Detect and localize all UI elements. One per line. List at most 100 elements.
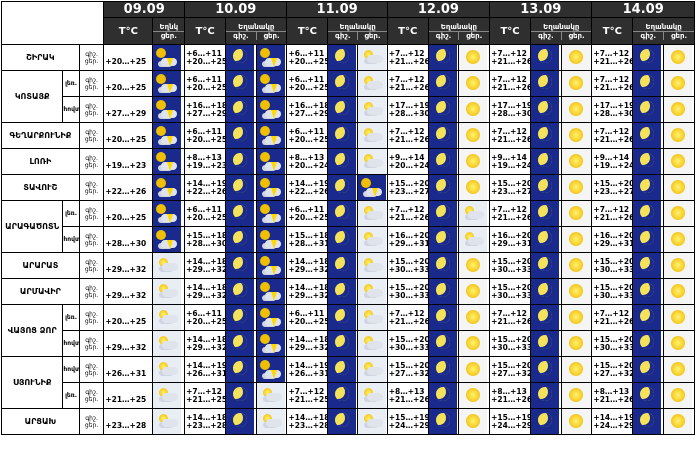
table-row: ԱՐԱԳԱԾՈՏՆ լեռ. գիշ. ցեր. +20…+25 +6…+11 +20…+… bbox=[0, 200, 695, 253]
day-label: ցեր. bbox=[263, 31, 280, 40]
temperature-cell: +22…+26 bbox=[103, 174, 154, 201]
sun-thunderstorm-icon bbox=[153, 71, 182, 96]
moon-icon bbox=[429, 71, 457, 96]
night-temp: +9…+14 bbox=[388, 152, 425, 162]
moon-icon bbox=[633, 97, 662, 122]
temperature-cell: +8…+13 +21…+26 bbox=[591, 382, 634, 409]
weather-icon-day bbox=[458, 278, 491, 305]
partly-cloudy-icon bbox=[153, 357, 182, 382]
temperature-cell: +15…+18 +28…+30 bbox=[184, 226, 227, 253]
day-temp: +30…+33 bbox=[593, 290, 633, 300]
weather-icon-cell bbox=[152, 304, 186, 331]
day-temp: +21…+26 bbox=[593, 212, 633, 222]
sun-icon bbox=[459, 305, 488, 330]
day-temp: +29…+31 bbox=[593, 238, 633, 248]
day-temp: +23…+28 bbox=[288, 420, 328, 430]
day-temp: +29…+32 bbox=[105, 342, 147, 352]
weather-icon-night bbox=[632, 148, 665, 175]
weather-icon-night bbox=[530, 174, 562, 201]
table-row: ՍՅՈՒՆԻՔհովտ.գիշ.ցեր. +26…+31+14…+19+26…+… bbox=[0, 356, 695, 409]
night-temp: +7…+12 bbox=[593, 74, 630, 84]
day-temp: +29…+32 bbox=[105, 290, 147, 300]
weather-icon-night bbox=[225, 278, 257, 305]
day-temp: +23…+27 bbox=[491, 186, 531, 196]
sun-icon bbox=[459, 357, 488, 382]
weather-icon-day bbox=[560, 44, 593, 71]
night-temp: +8…+13 bbox=[388, 386, 425, 396]
temperature-cell: +8…+13 +21…+26 bbox=[489, 382, 532, 409]
sun-icon bbox=[664, 175, 693, 200]
zone-label: լեռ. bbox=[62, 200, 80, 227]
sun-icon bbox=[562, 409, 590, 434]
sun-icon bbox=[459, 97, 488, 122]
temperature-cell: +6…+11 +20…+25 bbox=[184, 44, 227, 71]
night-day-label: գիշ. ցեր. bbox=[78, 96, 105, 123]
sun-icon bbox=[459, 175, 488, 200]
temperature-cell: +29…+32 bbox=[103, 330, 154, 357]
sun-thunderstorm-icon bbox=[153, 97, 182, 122]
weather-icon-day bbox=[458, 44, 491, 71]
sun-icon bbox=[459, 253, 488, 278]
night-temp: +7…+12 bbox=[491, 48, 527, 58]
day-temp: +26…+31 bbox=[105, 368, 147, 378]
temperature-cell: +15…+20 +30…+33 bbox=[386, 330, 429, 357]
moon-icon bbox=[429, 45, 457, 70]
thunderstorm-icon bbox=[257, 149, 285, 174]
day-temp: +29…+32 bbox=[186, 264, 226, 274]
partly-cloudy-icon bbox=[358, 123, 387, 148]
night-temp: +15…+20 bbox=[491, 360, 531, 370]
night-temp: +15…+19 bbox=[388, 412, 429, 422]
night-label: գիշ. bbox=[85, 388, 98, 396]
night-temp: +8…+13 bbox=[491, 386, 527, 396]
day-temp: +20…+25 bbox=[105, 212, 147, 222]
weather-icon-day bbox=[560, 278, 593, 305]
day-temp: +20…+25 bbox=[288, 134, 328, 144]
night-temp: +6…+11 bbox=[288, 204, 325, 214]
temperature-cell: +15…+20 +30…+33 bbox=[489, 278, 532, 305]
zone-label: հովտ. bbox=[62, 356, 80, 383]
weather-icon-day bbox=[357, 122, 388, 149]
day-temp: +30…+33 bbox=[388, 264, 429, 274]
temperature-cell: +20…+25 bbox=[103, 70, 154, 97]
weather-icon-day bbox=[357, 356, 388, 383]
weather-icon-cell bbox=[152, 356, 186, 383]
weather-icon-day bbox=[663, 382, 695, 409]
temperature-cell: +7…+12 +21…+26 bbox=[489, 200, 532, 227]
night-temp: +6…+11 bbox=[186, 126, 222, 136]
night-temp: +7…+12 bbox=[593, 126, 630, 136]
day-temp: +29…+32 bbox=[288, 290, 328, 300]
partly-cloudy-icon bbox=[153, 279, 182, 304]
sun-icon bbox=[664, 279, 693, 304]
night-temp: +15…+20 bbox=[388, 334, 429, 344]
night-temp: +15…+20 bbox=[388, 178, 429, 188]
weather-icon-night bbox=[327, 200, 359, 227]
temperature-cell: +6…+11 +20…+25 bbox=[184, 122, 227, 149]
partly-cloudy-icon bbox=[358, 71, 387, 96]
night-temp: +6…+11 bbox=[186, 48, 222, 58]
weather-icon-day bbox=[255, 96, 288, 123]
weather-icon-night bbox=[530, 408, 562, 435]
night-day-label: գիշ. ցեր. bbox=[78, 252, 105, 279]
day-temp: +20…+25 bbox=[105, 82, 147, 92]
temperature-cell: +17…+19 +28…+30 bbox=[591, 96, 634, 123]
weather-icon-day bbox=[255, 122, 288, 149]
temperature-cell: +15…+20 +27…+32 bbox=[591, 356, 634, 383]
partly-cloudy-icon bbox=[358, 149, 387, 174]
temp-header: T°C bbox=[184, 17, 227, 45]
night-temp: +14…+18 bbox=[186, 334, 226, 344]
night-temp: +6…+11 bbox=[186, 74, 222, 84]
sun-icon bbox=[562, 227, 590, 252]
weather-header: Եղանակը գիշ. ցեր. bbox=[327, 17, 388, 45]
moon-icon bbox=[531, 45, 560, 70]
weather-icon-night bbox=[225, 408, 257, 435]
weather-icon-night bbox=[225, 200, 257, 227]
temperature-cell: +14…+18 +29…+32 bbox=[286, 278, 329, 305]
weather-icon-day bbox=[255, 304, 288, 331]
sun-icon bbox=[664, 123, 693, 148]
night-temp: +6…+11 bbox=[288, 74, 325, 84]
day-temp: +20…+25 bbox=[105, 316, 147, 326]
weather-icon-day bbox=[663, 96, 695, 123]
temp-header: T°C bbox=[103, 17, 154, 45]
temperature-cell: +15…+18 +28…+31 bbox=[286, 226, 329, 253]
day-temp: +20…+25 bbox=[105, 56, 147, 66]
